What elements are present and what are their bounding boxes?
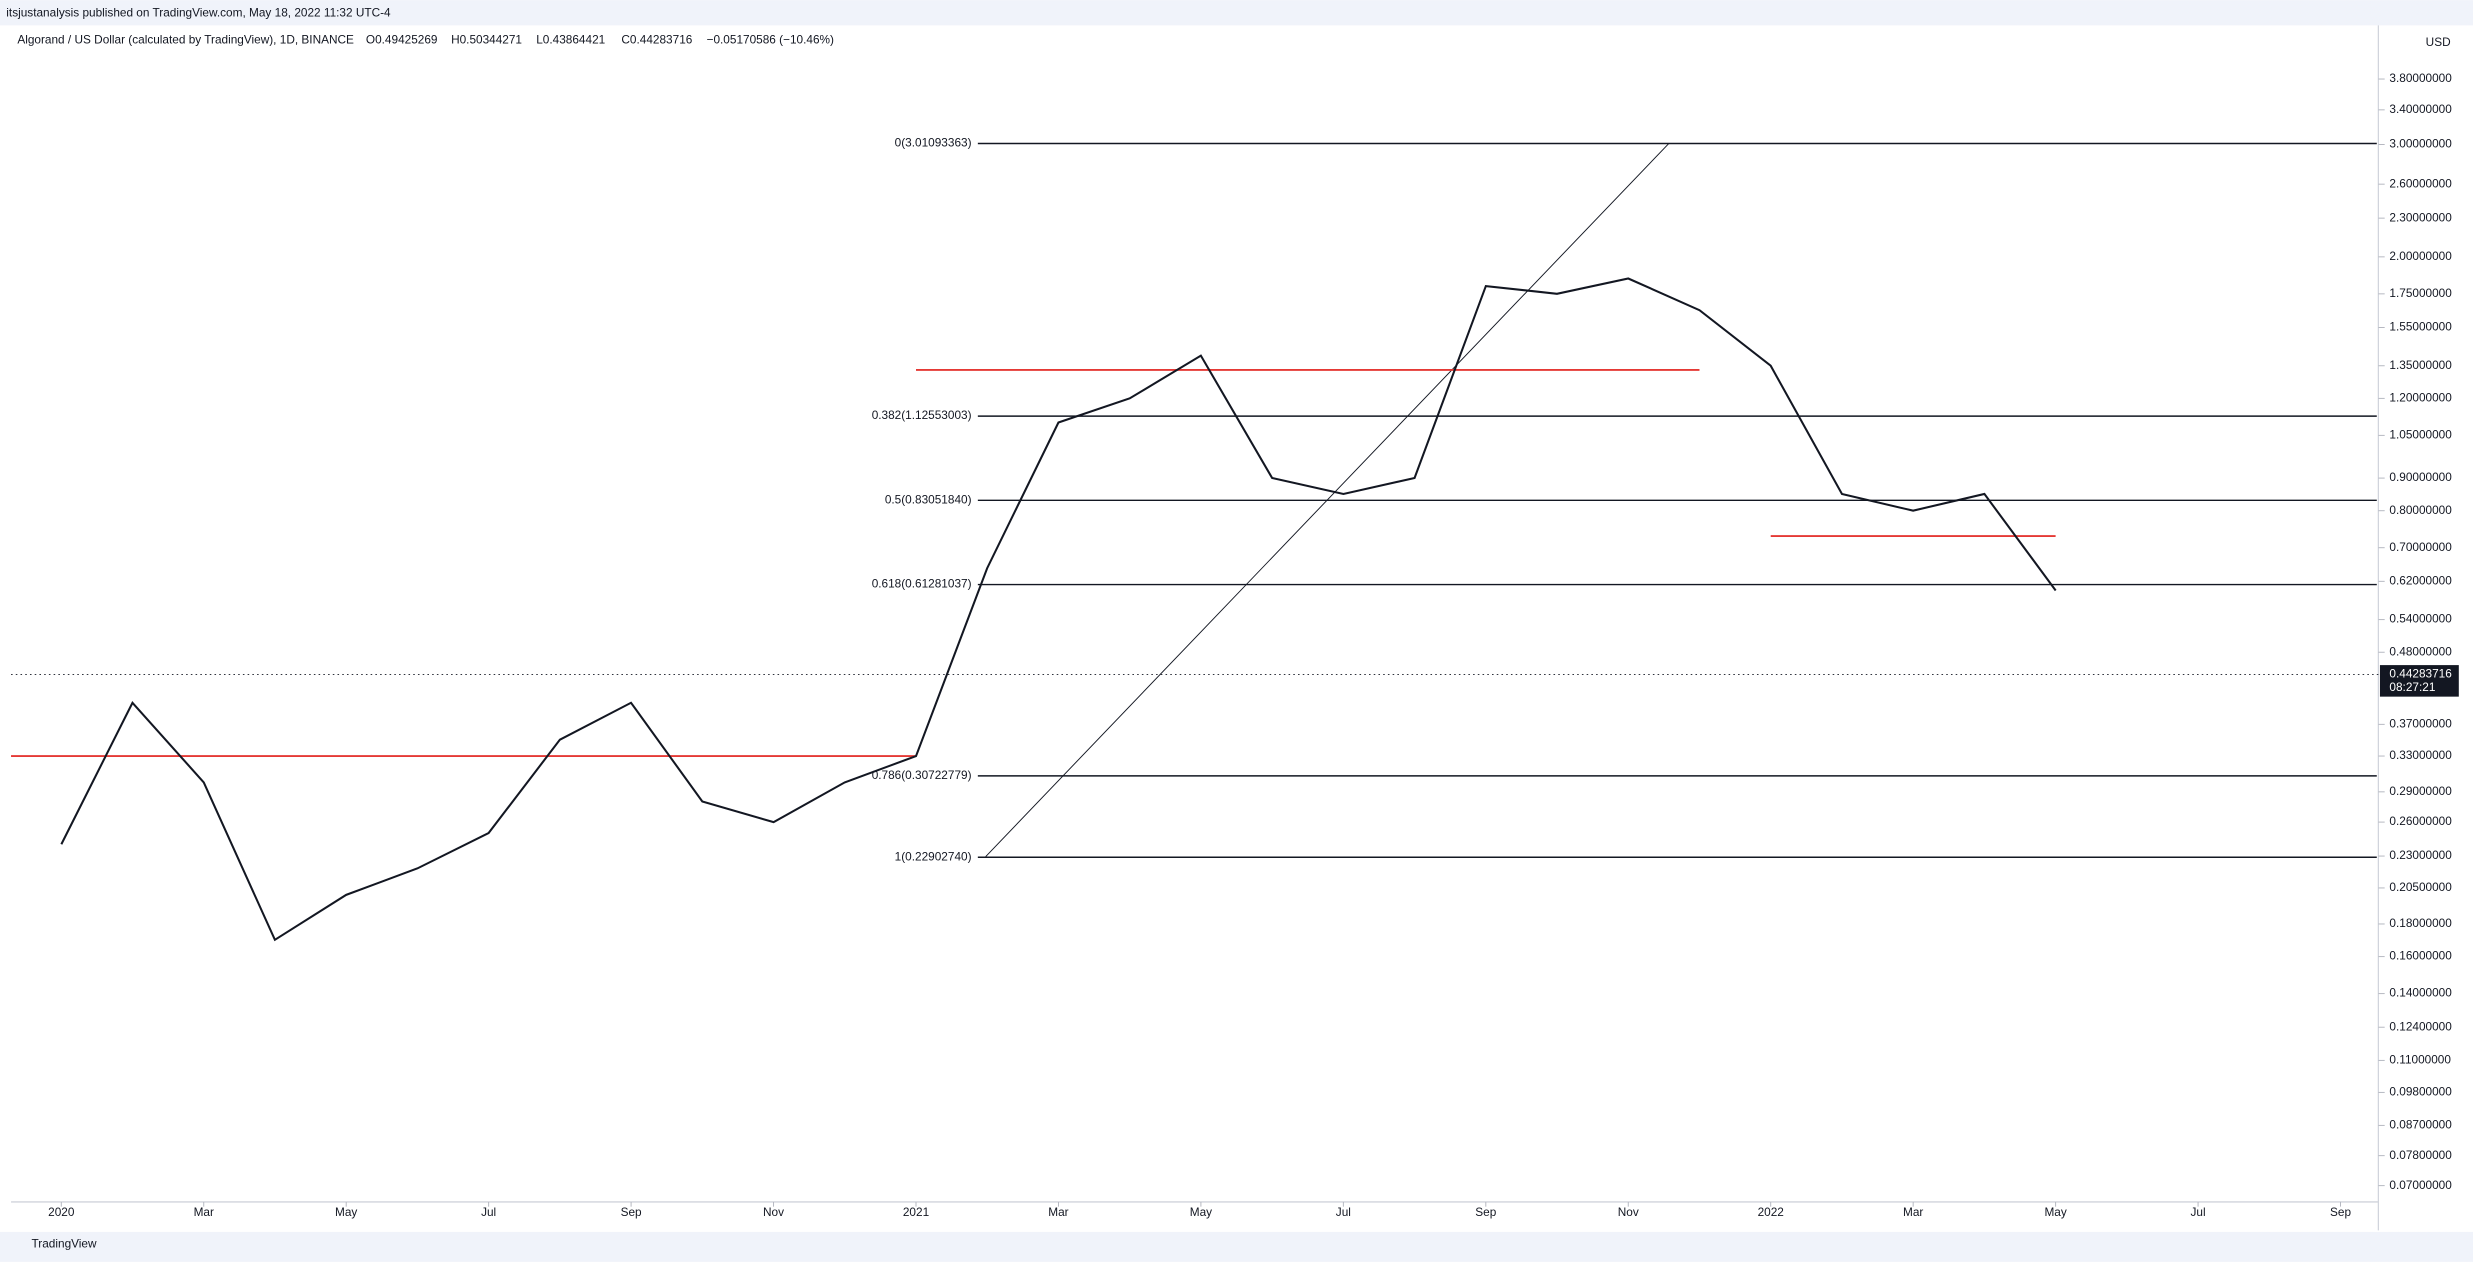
y-tick-label: 2.00000000 xyxy=(2389,249,2452,263)
y-tick-label: 0.80000000 xyxy=(2389,503,2452,517)
y-tick-label: 1.75000000 xyxy=(2389,286,2452,300)
ohlc-value: O0.49425269 xyxy=(366,32,438,46)
x-tick-label: Jul xyxy=(1336,1205,1351,1219)
y-tick-label: 0.07000000 xyxy=(2389,1178,2452,1192)
y-tick-label: 3.00000000 xyxy=(2389,137,2452,151)
symbol-title: Algorand / US Dollar (calculated by Trad… xyxy=(17,32,354,46)
ohlc-value: H0.50344271 xyxy=(451,32,522,46)
x-tick-label: Jul xyxy=(2191,1205,2206,1219)
y-tick-label: 0.33000000 xyxy=(2389,748,2452,762)
fib-label: 0.382(1.12553003) xyxy=(872,408,972,422)
y-tick-label: 0.18000000 xyxy=(2389,916,2452,930)
y-tick-label: 0.54000000 xyxy=(2389,612,2452,626)
y-tick-label: 0.12400000 xyxy=(2389,1019,2452,1033)
y-tick-label: 0.09800000 xyxy=(2389,1085,2452,1099)
y-tick-label: 0.20500000 xyxy=(2389,880,2452,894)
y-tick-label: 0.16000000 xyxy=(2389,949,2452,963)
last-price-box xyxy=(2379,665,2459,697)
header-bar xyxy=(0,0,2473,26)
y-tick-label: 0.62000000 xyxy=(2389,573,2452,587)
x-tick-label: Mar xyxy=(1048,1205,1068,1219)
last-price-label: 0.44283716 xyxy=(2389,667,2452,681)
price-line xyxy=(60,277,2057,942)
y-tick-label: 0.14000000 xyxy=(2389,986,2452,1000)
x-tick-label: May xyxy=(335,1205,357,1219)
currency: USD xyxy=(2426,35,2451,49)
y-tick-label: 0.29000000 xyxy=(2389,784,2452,798)
y-tick-label: 0.90000000 xyxy=(2389,470,2452,484)
y-tick-label: 1.55000000 xyxy=(2389,320,2452,334)
y-tick-label: 1.20000000 xyxy=(2389,391,2452,405)
x-tick-label: Mar xyxy=(1903,1205,1923,1219)
y-tick-label: 0.07800000 xyxy=(2389,1148,2452,1162)
fib-label: 0.5(0.83051840) xyxy=(885,492,972,506)
fib-label: 1(0.22902740) xyxy=(895,849,972,863)
y-tick-label: 3.40000000 xyxy=(2389,102,2452,116)
countdown: 08:27:21 xyxy=(2389,680,2435,694)
y-tick-label: 1.05000000 xyxy=(2389,427,2452,441)
y-tick-label: 3.80000000 xyxy=(2389,71,2452,85)
x-tick-label: 2021 xyxy=(903,1205,929,1219)
y-tick-label: 0.70000000 xyxy=(2389,540,2452,554)
x-tick-label: Nov xyxy=(763,1205,784,1219)
x-tick-label: Sep xyxy=(2330,1205,2351,1219)
x-tick-label: Sep xyxy=(1475,1205,1496,1219)
footer-bar xyxy=(0,1231,2473,1262)
x-tick-label: Jul xyxy=(481,1205,496,1219)
ohlc-value: L0.43864421 xyxy=(536,32,605,46)
publisher: itsjustanalysis published on TradingView… xyxy=(6,6,391,20)
x-tick-label: 2020 xyxy=(48,1205,75,1219)
fib-label: 0(3.01093363) xyxy=(895,136,972,150)
y-tick-label: 0.08700000 xyxy=(2389,1118,2452,1132)
y-tick-label: 0.37000000 xyxy=(2389,716,2452,730)
x-tick-label: 2022 xyxy=(1758,1205,1784,1219)
y-tick-label: 0.11000000 xyxy=(2389,1053,2451,1067)
ohlc-value: −0.05170586 (−10.46%) xyxy=(707,32,834,46)
y-tick-label: 1.35000000 xyxy=(2389,358,2452,372)
y-tick-label: 0.23000000 xyxy=(2389,848,2452,862)
x-tick-label: May xyxy=(2044,1205,2066,1219)
fib-label: 0.618(0.61281037) xyxy=(872,577,972,591)
y-tick-label: 0.48000000 xyxy=(2389,644,2452,658)
y-tick-label: 2.30000000 xyxy=(2389,210,2452,224)
x-tick-label: Sep xyxy=(621,1205,642,1219)
y-tick-label: 0.26000000 xyxy=(2389,814,2452,828)
x-tick-label: Nov xyxy=(1618,1205,1639,1219)
fib-label: 0.786(0.30722779) xyxy=(872,768,972,782)
ohlc-value: C0.44283716 xyxy=(621,32,692,46)
x-tick-label: May xyxy=(1190,1205,1212,1219)
x-tick-label: Mar xyxy=(194,1205,214,1219)
y-tick-label: 2.60000000 xyxy=(2389,176,2452,190)
footer-brand: TradingView xyxy=(32,1237,97,1251)
